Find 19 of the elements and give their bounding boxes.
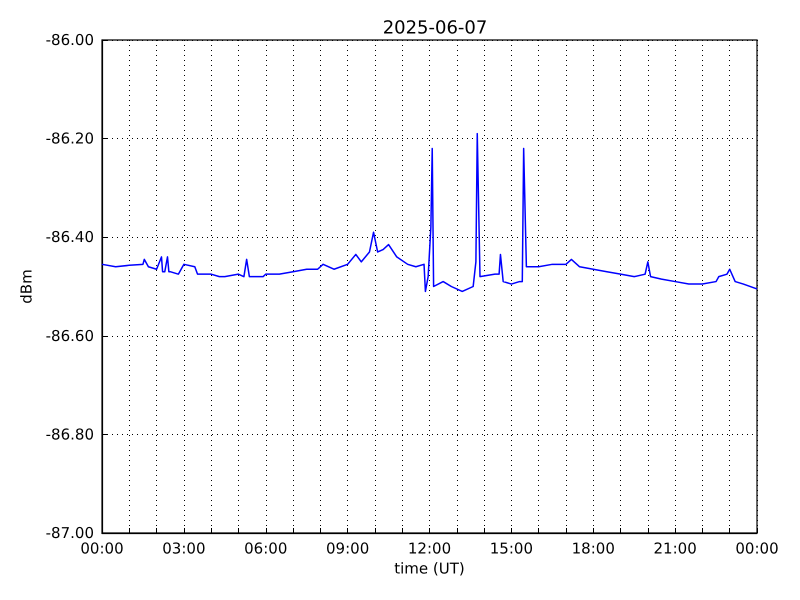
- y-tick-label: -86.00: [46, 31, 94, 49]
- y-axis-title: dBm: [18, 269, 36, 304]
- x-tick-label: 12:00: [408, 540, 452, 558]
- y-tick-label: -86.60: [46, 326, 94, 345]
- x-axis-title: time (UT): [394, 559, 465, 578]
- x-tick-label: 09:00: [326, 540, 370, 558]
- x-tick-label: 18:00: [572, 540, 615, 558]
- y-tick-label: -86.20: [46, 130, 94, 148]
- line-series: [101, 132, 758, 292]
- x-tick-label: 00:00: [80, 540, 124, 558]
- x-tick-label: 03:00: [162, 540, 206, 558]
- chart-title: 2025-06-07: [382, 18, 488, 38]
- x-tick-label: 15:00: [490, 540, 533, 558]
- y-tick-label: -86.80: [46, 425, 94, 444]
- y-tick-label: -87.00: [46, 524, 94, 542]
- x-tick-label: 06:00: [244, 540, 288, 558]
- x-tick-label: 21:00: [654, 540, 697, 558]
- x-tick-label: 00:00: [735, 540, 779, 558]
- y-tick-label: -86.40: [46, 228, 94, 246]
